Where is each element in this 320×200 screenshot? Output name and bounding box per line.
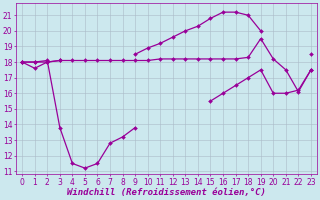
X-axis label: Windchill (Refroidissement éolien,°C): Windchill (Refroidissement éolien,°C): [67, 188, 266, 197]
